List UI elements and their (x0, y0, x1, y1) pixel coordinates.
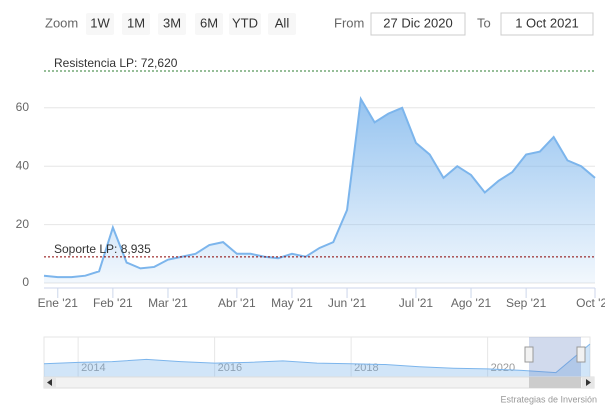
x-tick-label: Sep '21 (506, 296, 547, 310)
range-button[interactable] (229, 13, 261, 35)
plot-line-label: Resistencia LP: 72,620 (54, 56, 178, 70)
y-tick-label: 40 (16, 158, 30, 172)
plot-line-label: Soporte LP: 8,935 (54, 242, 151, 256)
area-line (43, 96, 596, 279)
navigator-handle[interactable] (524, 346, 534, 363)
navigator-label: 2018 (354, 362, 378, 374)
x-tick-label: Oct '21 (576, 296, 605, 310)
scroll-right-arrow (586, 379, 591, 386)
x-tick-label: Feb '21 (93, 296, 133, 310)
range-button[interactable] (268, 13, 296, 35)
navigator-area (44, 344, 590, 377)
to-label: To (477, 15, 491, 30)
x-tick-label: Jul '21 (399, 296, 434, 310)
range-button-label[interactable]: YTD (232, 15, 258, 30)
navigator-line (43, 343, 591, 374)
area-fill (44, 99, 595, 283)
scrollbar-track (43, 376, 595, 389)
to-input[interactable] (500, 12, 594, 36)
x-tick-label: Abr '21 (218, 296, 256, 310)
range-button[interactable] (158, 13, 186, 35)
navigator-label: 2020 (491, 362, 515, 374)
x-tick-label: Mar '21 (148, 296, 188, 310)
navigator-handle[interactable] (576, 346, 586, 363)
x-tick-label: Jun '21 (328, 296, 367, 310)
navigator-selection[interactable] (529, 337, 581, 377)
navigator-label: 2014 (81, 362, 105, 374)
navigator-label: 2016 (218, 362, 242, 374)
range-button[interactable] (195, 13, 223, 35)
from-value[interactable]: 27 Dic 2020 (383, 15, 452, 30)
range-button-label[interactable]: 6M (200, 15, 218, 30)
range-button[interactable] (86, 13, 114, 35)
y-tick-label: 20 (16, 217, 30, 231)
x-tick-label: May '21 (271, 296, 313, 310)
zoom-label: Zoom (45, 15, 78, 30)
credits: Estrategias de Inversión (500, 394, 597, 404)
range-button-label[interactable]: 1W (90, 15, 110, 30)
x-tick-label: Ago '21 (451, 296, 492, 310)
from-label: From (334, 15, 364, 30)
range-button-label[interactable]: All (275, 15, 290, 30)
scrollbar-thumb[interactable] (529, 377, 581, 388)
range-button-label[interactable]: 1M (127, 15, 145, 30)
to-value[interactable]: 1 Oct 2021 (515, 15, 579, 30)
y-tick-label: 60 (16, 100, 30, 114)
from-input[interactable] (370, 12, 466, 36)
y-tick-label: 0 (22, 275, 29, 289)
range-button-label[interactable]: 3M (163, 15, 181, 30)
scroll-left-arrow (47, 379, 52, 386)
range-button[interactable] (122, 13, 150, 35)
x-tick-label: Ene '21 (38, 296, 79, 310)
